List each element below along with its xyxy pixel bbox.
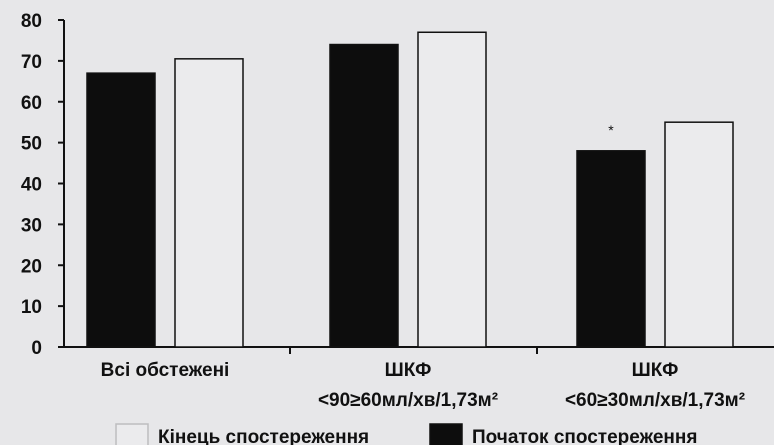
bar-start-0 — [86, 72, 156, 348]
y-tick-label: 10 — [21, 297, 42, 318]
bar-end-2 — [664, 121, 734, 348]
y-tick-label: 0 — [31, 338, 42, 359]
y-tick-label: 30 — [21, 215, 42, 236]
bar-start-1 — [329, 43, 399, 348]
bar-end-0 — [174, 58, 244, 348]
bar-end-1 — [417, 31, 487, 348]
y-tick-label: 20 — [21, 256, 42, 277]
significance-marker: * — [608, 122, 614, 138]
category-sublabel: <60≥30мл/хв/1,73м² — [565, 390, 745, 411]
y-tick-label: 60 — [21, 93, 42, 114]
category-label: Всі обстежені — [101, 360, 230, 381]
bar-start-2 — [576, 150, 646, 348]
legend-swatch — [115, 423, 149, 445]
legend-label: Кінець спостереження — [158, 427, 369, 445]
category-label: ШКФ — [632, 360, 679, 381]
legend-label: Початок спостереження — [472, 427, 697, 445]
y-tick-label: 70 — [21, 52, 42, 73]
y-tick-label: 40 — [21, 175, 42, 196]
category-label: ШКФ — [385, 360, 432, 381]
category-sublabel: <90≥60мл/хв/1,73м² — [318, 390, 498, 411]
legend-swatch — [429, 423, 463, 445]
y-tick-label: 80 — [21, 11, 42, 32]
y-tick-label: 50 — [21, 134, 42, 155]
